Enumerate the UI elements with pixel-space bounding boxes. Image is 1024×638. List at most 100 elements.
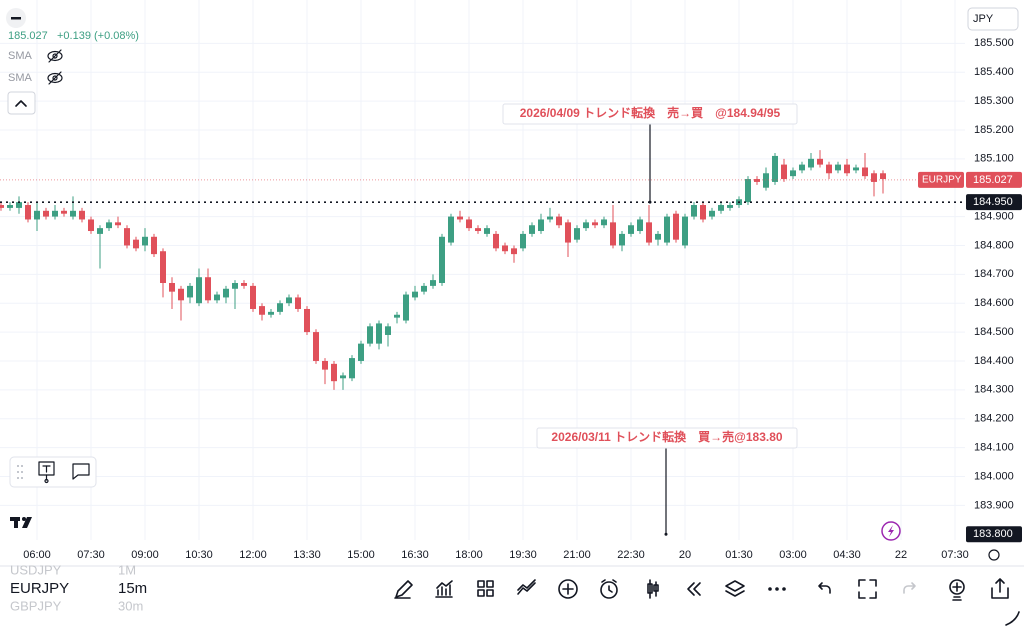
candle-body <box>295 297 301 309</box>
fullscreen-icon[interactable] <box>858 579 877 599</box>
comment-icon[interactable] <box>72 463 90 480</box>
candle-body <box>34 210 40 220</box>
y-tick-label: 184.700 <box>974 268 1014 280</box>
legend-change: +0.139 (+0.08%) <box>57 30 139 42</box>
annotation-anchor <box>664 532 668 536</box>
chevron-up-icon <box>15 100 27 107</box>
overlay: 185.027 EURJPY 184.950 2026/04/09 トレンド転換 売→… <box>0 103 1022 543</box>
candle-body <box>286 297 292 304</box>
plot <box>0 150 886 390</box>
share-icon[interactable] <box>991 578 1009 599</box>
x-tick-label: 16:30 <box>401 549 429 561</box>
x-tick-label: 15:00 <box>347 549 375 561</box>
layers-icon[interactable] <box>725 580 745 597</box>
text-note-icon[interactable] <box>38 461 55 484</box>
y-tick-label: 185.100 <box>974 153 1014 165</box>
compare-icon[interactable] <box>517 579 536 595</box>
x-tick-label: 20 <box>679 549 691 561</box>
candle-body <box>520 233 526 249</box>
currency-button[interactable] <box>967 7 1019 31</box>
x-tick-label: 04:30 <box>833 549 861 561</box>
candle-body <box>799 164 805 171</box>
interval[interactable]: 30m <box>118 598 143 613</box>
grid <box>0 0 965 540</box>
candle-body <box>682 216 688 246</box>
candle-body <box>772 155 778 182</box>
x-tick-label: 09:00 <box>131 549 159 561</box>
symbol-label: EURJPY <box>922 175 962 186</box>
legend-price: 185.027 <box>8 30 48 42</box>
more-icon[interactable] <box>768 587 786 591</box>
y-tick-label: 184.100 <box>974 441 1014 453</box>
candle-body <box>259 306 265 315</box>
y-tick-label: 184.800 <box>974 239 1014 251</box>
idea-icon[interactable] <box>949 579 965 595</box>
hidden-eye-icon[interactable] <box>47 49 63 63</box>
y-tick-label: 185.500 <box>974 37 1014 49</box>
replay-icon[interactable] <box>687 582 701 596</box>
x-tick-label: 03:00 <box>779 549 807 561</box>
layout-icon[interactable] <box>477 580 494 597</box>
candle-body <box>646 222 652 243</box>
symbol-name[interactable]: USDJPY <box>10 562 62 577</box>
candle-body <box>871 173 877 182</box>
candle-body <box>61 210 67 214</box>
candle-body <box>25 205 31 220</box>
symbol-name[interactable]: EURJPY <box>10 580 69 597</box>
candle-body <box>808 158 814 168</box>
settings-button[interactable] <box>988 549 1000 561</box>
drag-handle[interactable] <box>17 465 23 479</box>
candle-body <box>250 285 256 309</box>
candle-body <box>151 236 157 255</box>
y-tick-label: 185.200 <box>974 124 1014 136</box>
add-icon[interactable] <box>558 579 578 599</box>
candle-body <box>502 245 508 252</box>
y-tick-label: 184.400 <box>974 355 1014 367</box>
candle-body <box>781 164 787 180</box>
redo-icon[interactable] <box>903 582 916 594</box>
candle-body <box>475 228 481 232</box>
candle-body <box>214 294 220 301</box>
currency-label: JPY <box>973 13 994 25</box>
candle-body <box>628 225 634 234</box>
x-tick-label: 01:30 <box>725 549 753 561</box>
candle-body <box>142 236 148 246</box>
indicators-icon[interactable] <box>435 580 453 598</box>
interval[interactable]: 1M <box>118 562 136 577</box>
minus-icon <box>11 17 21 20</box>
candle-body <box>538 219 544 232</box>
annotation-anchor <box>648 200 652 204</box>
y-tick-label: 183.900 <box>974 499 1014 511</box>
undo-icon[interactable] <box>818 582 831 594</box>
candles-icon[interactable] <box>647 579 659 599</box>
candle-body <box>322 360 328 370</box>
price-label: 184.950 <box>973 196 1013 208</box>
candle-body <box>79 210 85 220</box>
candle-body <box>862 167 868 177</box>
candle-body <box>169 282 175 292</box>
candle-body <box>160 251 166 283</box>
candle-body <box>817 158 823 165</box>
collapse-button[interactable] <box>7 91 36 115</box>
candle-body <box>304 308 310 333</box>
candle-body <box>178 288 184 301</box>
annotation-text: 2026/03/11 トレンド転換 買→売@183.80 <box>551 429 782 444</box>
candle-body <box>223 288 229 298</box>
candle-body <box>52 210 58 217</box>
candle-body <box>691 205 697 217</box>
candle-body <box>0 205 4 208</box>
resize-handle[interactable] <box>1005 611 1020 626</box>
candle-body <box>187 285 193 298</box>
symbol-name[interactable]: GBPJPY <box>10 598 62 613</box>
x-tick-label: 22 <box>895 549 907 561</box>
draw-icon[interactable] <box>394 580 413 599</box>
candle-body <box>592 222 598 226</box>
interval[interactable]: 15m <box>118 580 147 597</box>
y-tick-label: 184.000 <box>974 470 1014 482</box>
candle-body <box>763 173 769 188</box>
hidden-eye-icon[interactable] <box>47 71 63 85</box>
annotation-text: 2026/04/09 トレンド転換 売→買 @184.94/95 <box>520 105 781 120</box>
alarm-icon[interactable] <box>600 581 618 599</box>
